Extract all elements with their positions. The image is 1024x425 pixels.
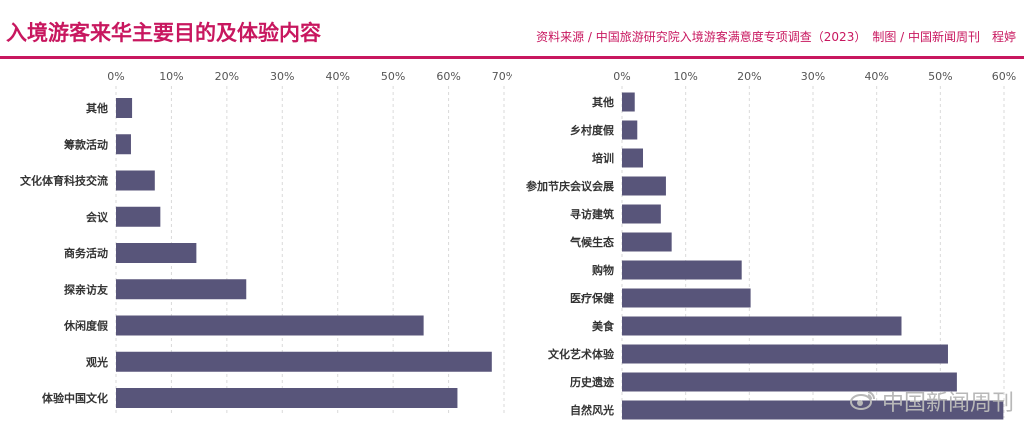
category-label: 购物 (592, 263, 614, 277)
bar (622, 204, 661, 224)
tick-label: 0% (107, 70, 124, 83)
bar (622, 232, 672, 252)
bar (622, 344, 948, 364)
category-label: 其他 (592, 95, 614, 109)
tick-label: 50% (928, 70, 952, 83)
category-label: 气候生态 (569, 235, 614, 249)
category-label: 参加节庆会议会展 (526, 179, 615, 193)
tick-label: 30% (270, 70, 294, 83)
bar (116, 388, 458, 408)
watermark-text: 中国新闻周刊 (881, 391, 1014, 416)
bar (622, 372, 957, 392)
experience-bar-chart: 0% 10% 20% 30% 40% 50% 60% 其他乡村度假培训参加节庆会议会展寻访建筑… (526, 70, 1016, 420)
bar (622, 288, 751, 308)
tick-label: 10% (673, 70, 697, 83)
bar (116, 315, 424, 336)
tick-label: 10% (159, 70, 183, 83)
category-label: 培训 (592, 151, 614, 165)
category-label: 观光 (86, 355, 108, 369)
tick-label: 40% (325, 70, 349, 83)
category-label: 会议 (86, 210, 109, 224)
bar (116, 351, 492, 372)
tick-label: 20% (215, 70, 239, 83)
tick-label: 50% (381, 70, 405, 83)
tick-label: 60% (992, 70, 1016, 83)
category-label: 自然风光 (570, 403, 614, 417)
bar (622, 260, 742, 280)
header-divider (0, 56, 1024, 59)
chart-header: 入境游客来华主要目的及体验内容 资料来源 / 中国旅游研究院入境游客满意度专项调… (0, 0, 1024, 59)
category-label: 历史遗迹 (570, 375, 614, 389)
chart-title: 入境游客来华主要目的及体验内容 (6, 21, 321, 45)
category-label: 筹款活动 (64, 137, 108, 151)
source-credit: 资料来源 / 中国旅游研究院入境游客满意度专项调查（2023） 制图 / 中国新… (536, 30, 1016, 44)
category-label: 休闲度假 (63, 319, 109, 333)
tick-label: 30% (801, 70, 825, 83)
bar (622, 176, 666, 196)
tick-label: 20% (737, 70, 761, 83)
category-label: 文化艺术体验 (548, 347, 615, 361)
bar (116, 134, 131, 155)
bar (116, 243, 197, 263)
category-label: 寻访建筑 (570, 207, 614, 221)
bar (622, 316, 902, 336)
tick-label: 70% (492, 70, 512, 83)
bar (116, 98, 133, 118)
category-label: 文化体育科技交流 (20, 174, 108, 188)
category-label: 探亲访友 (64, 282, 108, 296)
bar (116, 170, 155, 191)
category-label: 美食 (592, 319, 615, 333)
bar (622, 148, 644, 168)
category-label: 其他 (86, 101, 108, 115)
watermark: 中国新闻周刊 (849, 385, 1014, 417)
tick-label: 60% (436, 70, 460, 83)
category-label: 医疗保健 (570, 291, 615, 305)
bar (622, 92, 635, 112)
purpose-bar-chart: 0% 10% 20% 30% 40% 50% 60% 70% 其他筹款活动文化体育科技交流会议商… (20, 70, 512, 415)
tick-label: 40% (864, 70, 888, 83)
bar (116, 279, 247, 300)
bar (622, 120, 638, 140)
tick-label: 0% (613, 70, 630, 83)
weibo-icon (849, 390, 876, 416)
category-label: 乡村度假 (570, 123, 615, 137)
category-label: 体验中国文化 (42, 391, 108, 405)
bar (622, 400, 1004, 420)
category-label: 商务活动 (64, 246, 108, 260)
bar (116, 206, 161, 227)
